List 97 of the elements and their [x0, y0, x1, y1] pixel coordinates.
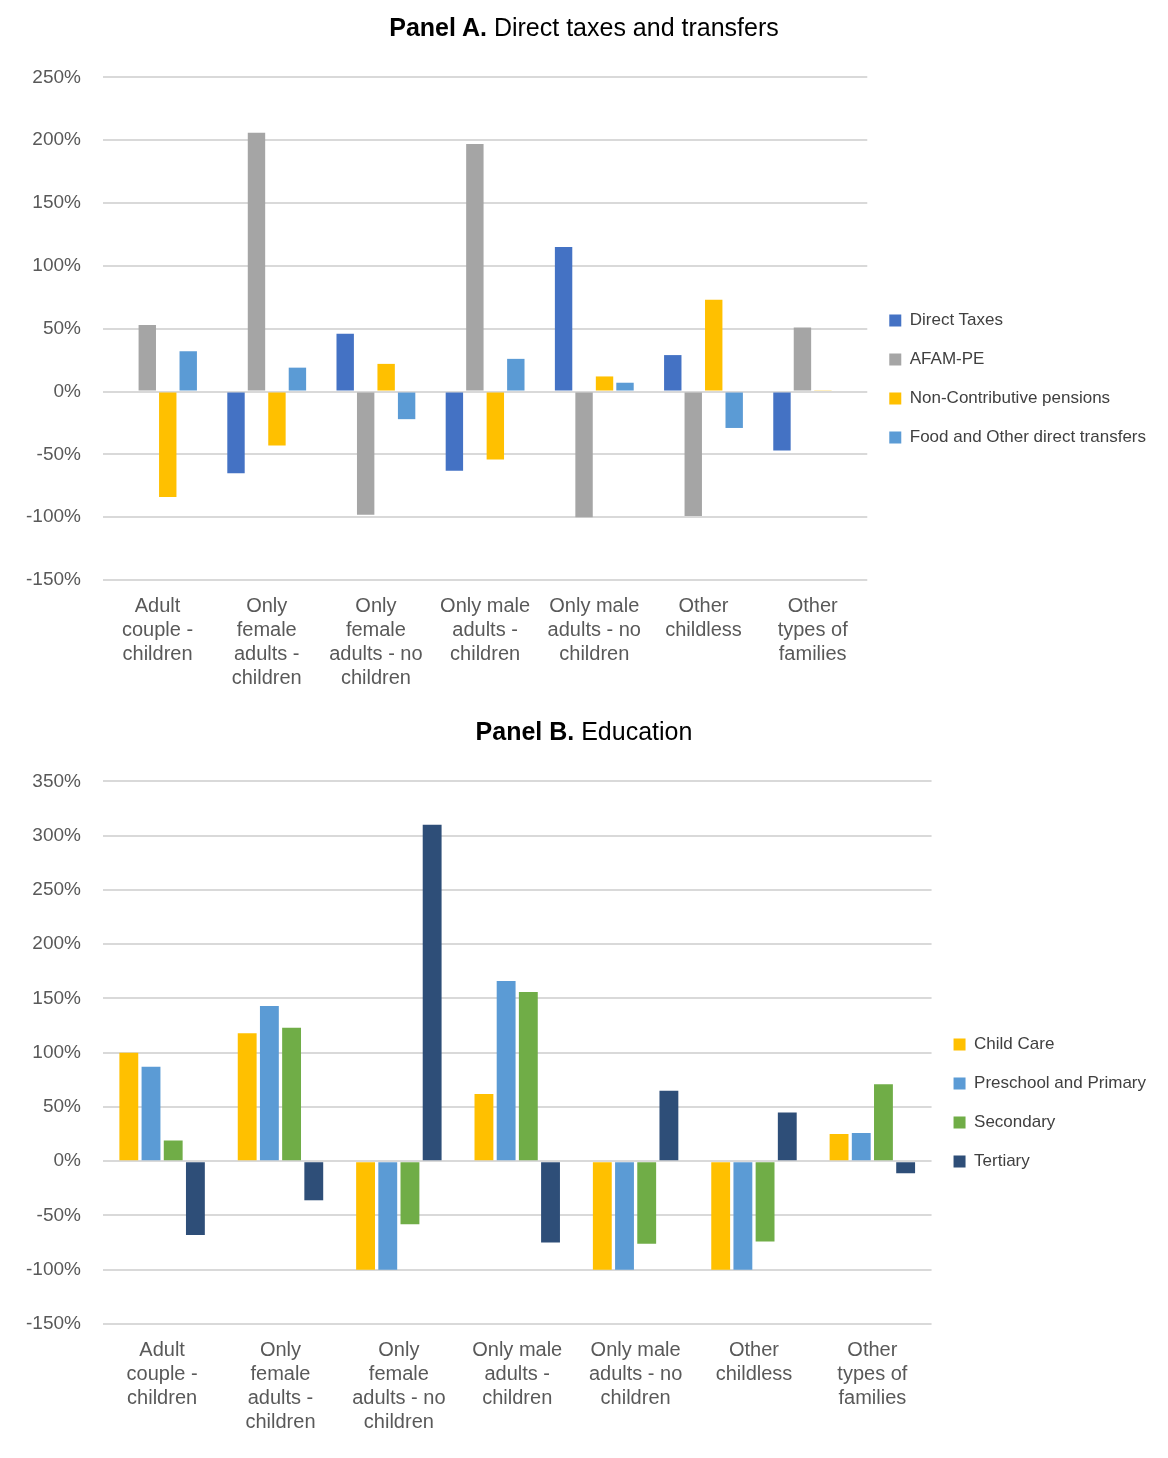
- bar: [496, 981, 516, 1161]
- bar: [773, 392, 791, 451]
- bar: [755, 1162, 775, 1242]
- bar: [185, 1162, 205, 1236]
- y-tick-label: 150%: [32, 191, 82, 213]
- bar: [400, 1162, 420, 1225]
- bar: [268, 392, 286, 446]
- bar: [664, 355, 682, 391]
- bar: [356, 1162, 375, 1270]
- bar: [554, 247, 573, 391]
- legend-label: Non-Contributive pensions: [909, 388, 1111, 408]
- x-tick-label: Only female adults - no children: [352, 1337, 446, 1432]
- bar: [896, 1162, 916, 1174]
- y-tick-label: 100%: [32, 254, 82, 276]
- bar: [356, 392, 375, 515]
- bar: [733, 1162, 753, 1270]
- y-tick-label: -100%: [26, 505, 82, 527]
- bar: [445, 392, 464, 471]
- legend-label: Direct Taxes: [909, 310, 1003, 330]
- y-tick-label: 200%: [32, 128, 82, 150]
- y-tick-label: 50%: [42, 1095, 82, 1117]
- bar: [397, 392, 416, 420]
- x-tick-label: Other childless: [665, 593, 742, 640]
- bar: [793, 327, 812, 391]
- bar: [507, 358, 525, 391]
- y-tick-label: -150%: [26, 568, 82, 590]
- legend-label: Tertiary: [974, 1151, 1031, 1171]
- y-tick-label: 150%: [32, 986, 82, 1008]
- bar: [163, 1140, 183, 1161]
- bar: [288, 367, 307, 391]
- bar: [829, 1134, 849, 1161]
- x-tick-label: Only female adults - no children: [329, 593, 423, 688]
- bar: [616, 382, 634, 391]
- legend-label: AFAM-PE: [909, 349, 985, 369]
- y-tick-label: 350%: [32, 769, 82, 791]
- bar: [304, 1162, 324, 1201]
- x-tick-label: Only male adults - children: [440, 593, 531, 664]
- bar: [705, 299, 723, 391]
- bar: [474, 1093, 494, 1161]
- y-tick-label: -50%: [36, 442, 82, 464]
- x-tick-label: Only male adults - children: [472, 1337, 563, 1408]
- bar: [378, 1162, 398, 1270]
- y-tick-label: -50%: [36, 1203, 82, 1225]
- x-tick-label: Other types of families: [777, 593, 849, 664]
- bar: [592, 1162, 612, 1270]
- y-tick-label: -150%: [26, 1312, 82, 1334]
- bar: [595, 376, 614, 391]
- legend-label: Food and Other direct transfers: [909, 427, 1147, 447]
- bar: [259, 1006, 279, 1161]
- y-tick-label: 0%: [53, 1149, 82, 1171]
- bar: [851, 1133, 871, 1161]
- y-tick-label: 0%: [53, 379, 82, 401]
- bar: [159, 392, 177, 498]
- bar: [237, 1033, 257, 1161]
- bar: [541, 1162, 560, 1243]
- bar: [711, 1162, 731, 1270]
- bar: [575, 392, 593, 518]
- y-tick-label: 250%: [32, 65, 82, 87]
- bar: [227, 392, 245, 474]
- bar: [637, 1162, 657, 1244]
- bar: [179, 351, 197, 391]
- bar: [141, 1066, 161, 1161]
- legend-label: Preschool and Primary: [974, 1073, 1147, 1093]
- x-tick-label: Only male adults - no children: [547, 593, 641, 664]
- x-tick-label: Only female adults - children: [231, 593, 302, 688]
- bar: [119, 1052, 139, 1161]
- chart-title: Panel A. Direct taxes and transfers: [388, 12, 780, 43]
- y-tick-label: 50%: [42, 316, 82, 338]
- x-tick-label: Adult couple - children: [121, 593, 194, 664]
- x-tick-label: Only female adults - children: [245, 1337, 316, 1432]
- chart-title: Panel B. Education: [474, 716, 694, 747]
- x-tick-label: Only male adults - no children: [588, 1337, 683, 1408]
- bar: [777, 1112, 797, 1161]
- x-tick-label: Adult couple - children: [126, 1337, 198, 1408]
- bar: [518, 991, 538, 1161]
- legend-label: Secondary: [974, 1112, 1056, 1132]
- bar: [422, 824, 442, 1161]
- x-tick-label: Other types of families: [837, 1337, 908, 1408]
- bar: [874, 1084, 893, 1161]
- x-tick-label: Other childless: [715, 1337, 793, 1384]
- y-tick-label: 300%: [32, 823, 82, 845]
- y-tick-label: 250%: [32, 878, 82, 900]
- bar: [247, 132, 266, 391]
- bar: [615, 1162, 634, 1270]
- y-tick-label: 200%: [32, 932, 82, 954]
- y-tick-label: -100%: [26, 1257, 82, 1279]
- y-tick-label: 100%: [32, 1040, 82, 1062]
- bar: [466, 143, 484, 391]
- legend-label: Child Care: [974, 1034, 1055, 1054]
- bar: [725, 392, 743, 428]
- bar: [377, 363, 395, 391]
- bar: [486, 392, 505, 460]
- bar: [282, 1027, 302, 1161]
- bar: [336, 333, 354, 391]
- bar: [684, 392, 702, 516]
- bar: [659, 1090, 679, 1161]
- bar: [138, 324, 156, 391]
